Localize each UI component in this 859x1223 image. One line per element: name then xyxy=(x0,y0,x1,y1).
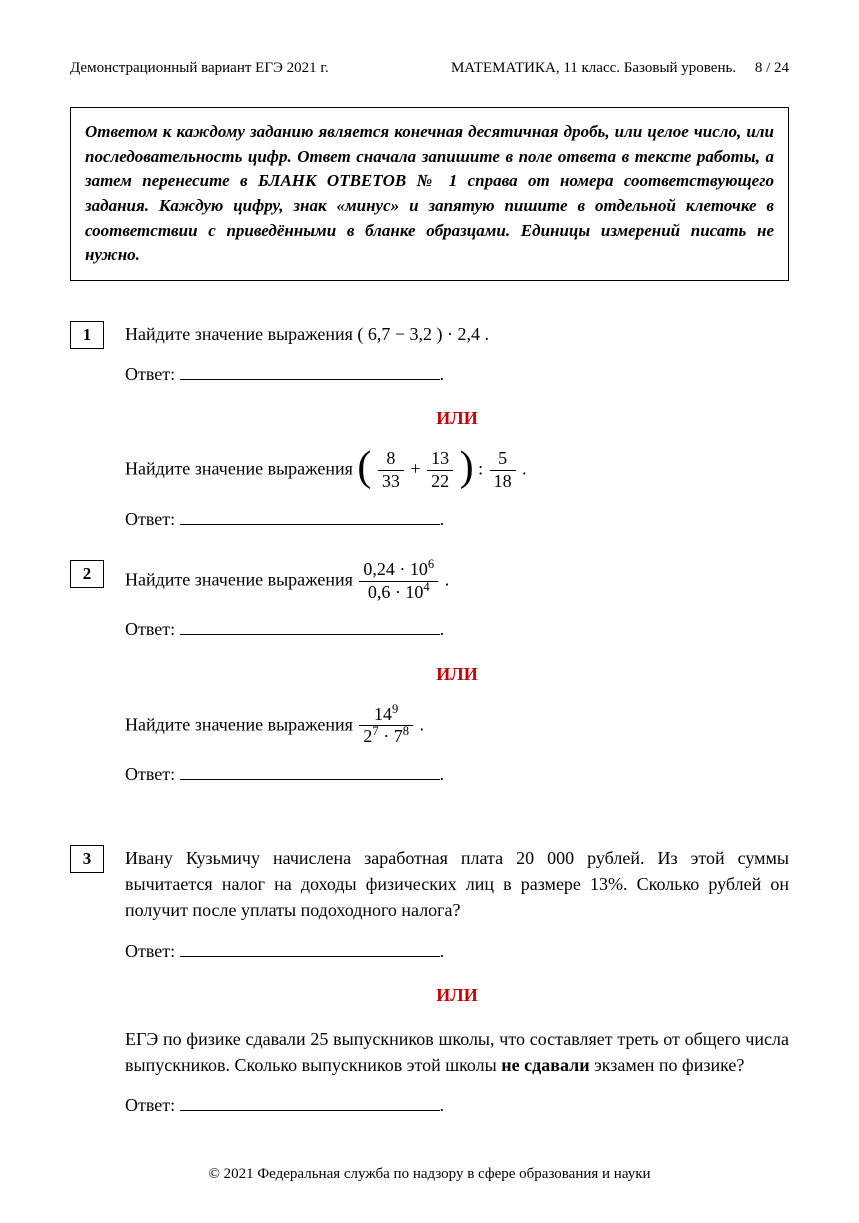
header-right: МАТЕМАТИКА, 11 класс. Базовый уровень. 8… xyxy=(451,60,789,77)
fraction: 5 18 xyxy=(490,449,516,492)
task-3: 3 Ивану Кузьмичу начислена заработная пл… xyxy=(70,845,789,1136)
answer-line: Ответ: . xyxy=(125,1092,789,1118)
den-a: 0,6 xyxy=(368,582,391,602)
task-1b-prefix: Найдите значение выражения xyxy=(125,459,357,479)
answer-label: Ответ: xyxy=(125,1095,175,1115)
frac-num: 8 xyxy=(378,449,404,471)
task-1a-expr: ( 6,7 − 3,2 ) · 2,4 . xyxy=(357,324,489,344)
or-separator: ИЛИ xyxy=(125,661,789,687)
frac-num: 149 xyxy=(359,705,413,727)
task-number: 1 xyxy=(70,321,104,349)
task-1b-text: Найдите значение выражения ( 8 33 + 13 2… xyxy=(125,449,789,492)
task-3b-part2: экзамен по физике? xyxy=(590,1055,745,1075)
den-b: 7 xyxy=(394,726,403,746)
task-body: Найдите значение выражения ( 6,7 − 3,2 )… xyxy=(125,321,789,550)
frac-den: 27 · 78 xyxy=(359,726,413,747)
answer-label: Ответ: xyxy=(125,619,175,639)
num-a: 0,24 xyxy=(363,559,395,579)
den-a-exp: 7 xyxy=(372,724,378,738)
fraction: 0,24 · 106 0,6 · 104 xyxy=(359,560,438,603)
header-page: 8 / 24 xyxy=(755,60,789,76)
answer-label: Ответ: xyxy=(125,764,175,784)
fraction: 8 33 xyxy=(378,449,404,492)
num-exp: 9 xyxy=(392,702,398,716)
answer-line: Ответ: . xyxy=(125,506,789,532)
spacer xyxy=(70,815,789,845)
page-header: Демонстрационный вариант ЕГЭ 2021 г. МАТ… xyxy=(70,60,789,77)
frac-num: 5 xyxy=(490,449,516,471)
answer-blank[interactable] xyxy=(180,507,440,525)
den-b: 10 xyxy=(405,582,423,602)
task-3b-bold: не сдавали xyxy=(501,1055,589,1075)
task-2a-text: Найдите значение выражения 0,24 · 106 0,… xyxy=(125,560,789,603)
frac-num: 0,24 · 106 xyxy=(359,560,438,582)
fraction: 149 27 · 78 xyxy=(359,705,413,748)
instruction-box: Ответом к каждому заданию является конеч… xyxy=(70,107,789,281)
task-number-col: 3 xyxy=(70,845,125,873)
task-number-col: 1 xyxy=(70,321,125,349)
answer-label: Ответ: xyxy=(125,509,175,529)
task-body: Ивану Кузьмичу начислена заработная плат… xyxy=(125,845,789,1136)
fraction: 13 22 xyxy=(427,449,453,492)
answer-blank[interactable] xyxy=(180,362,440,380)
answer-line: Ответ: . xyxy=(125,361,789,387)
task-1: 1 Найдите значение выражения ( 6,7 − 3,2… xyxy=(70,321,789,550)
frac-den: 18 xyxy=(490,471,516,492)
answer-label: Ответ: xyxy=(125,941,175,961)
den-exp: 4 xyxy=(423,580,429,594)
task-2: 2 Найдите значение выражения 0,24 · 106 … xyxy=(70,560,789,805)
frac-num: 13 xyxy=(427,449,453,471)
task-3a-text: Ивану Кузьмичу начислена заработная плат… xyxy=(125,845,789,923)
answer-line: Ответ: . xyxy=(125,938,789,964)
page-footer: © 2021 Федеральная служба по надзору в с… xyxy=(70,1166,789,1183)
or-separator: ИЛИ xyxy=(125,405,789,431)
header-left: Демонстрационный вариант ЕГЭ 2021 г. xyxy=(70,60,329,77)
answer-line: Ответ: . xyxy=(125,761,789,787)
frac-den: 22 xyxy=(427,471,453,492)
task-2b-text: Найдите значение выражения 149 27 · 78 . xyxy=(125,705,789,748)
num-exp: 6 xyxy=(428,557,434,571)
task-1a-text: Найдите значение выражения ( 6,7 − 3,2 )… xyxy=(125,321,789,347)
answer-blank[interactable] xyxy=(180,939,440,957)
frac-den: 0,6 · 104 xyxy=(359,582,438,603)
task-body: Найдите значение выражения 0,24 · 106 0,… xyxy=(125,560,789,805)
task-number: 3 xyxy=(70,845,104,873)
task-number-col: 2 xyxy=(70,560,125,588)
frac-den: 33 xyxy=(378,471,404,492)
num-b: 10 xyxy=(410,559,428,579)
answer-blank[interactable] xyxy=(180,617,440,635)
task-1a-prefix: Найдите значение выражения xyxy=(125,324,357,344)
or-separator: ИЛИ xyxy=(125,982,789,1008)
den-b-exp: 8 xyxy=(403,724,409,738)
task-number: 2 xyxy=(70,560,104,588)
answer-label: Ответ: xyxy=(125,364,175,384)
task-2a-prefix: Найдите значение выражения xyxy=(125,569,357,589)
answer-blank[interactable] xyxy=(180,1093,440,1111)
answer-line: Ответ: . xyxy=(125,616,789,642)
page: Демонстрационный вариант ЕГЭ 2021 г. МАТ… xyxy=(0,0,859,1223)
task-3b-text: ЕГЭ по физике сдавали 25 выпускников шко… xyxy=(125,1026,789,1078)
header-subject: МАТЕМАТИКА, 11 класс. Базовый уровень. xyxy=(451,60,736,76)
num-base: 14 xyxy=(374,704,392,724)
answer-blank[interactable] xyxy=(180,762,440,780)
task-2b-prefix: Найдите значение выражения xyxy=(125,714,357,734)
